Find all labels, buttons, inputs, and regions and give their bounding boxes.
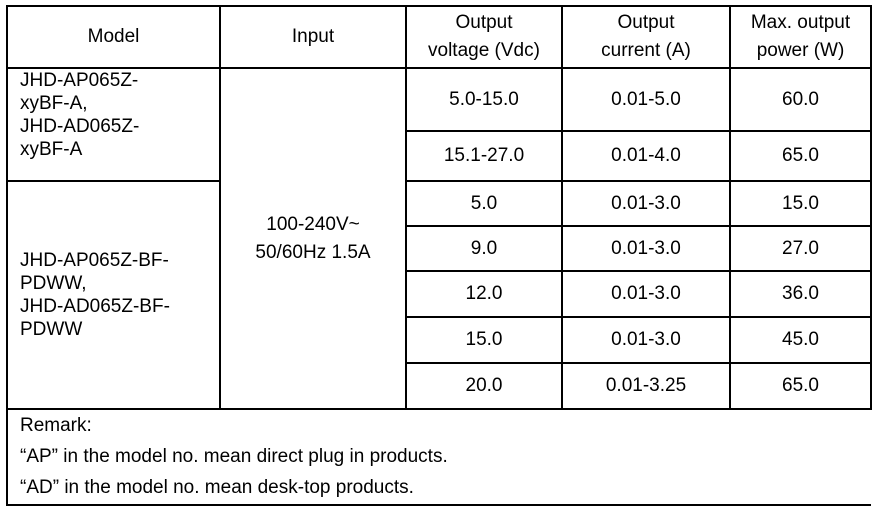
table-row: 9.0 0.01-3.0 27.0 [7, 225, 872, 272]
voltage-cell: 5.0 [405, 180, 563, 227]
voltage-cell: 15.1-27.0 [405, 130, 563, 182]
table-row: 15.1-27.0 0.01-4.0 65.0 [7, 130, 872, 182]
model-cell: JHD-AP065Z-BF- PDWW, JHD-AD065Z-BF- PDWW [6, 180, 221, 410]
input-cell: 100-240V~ 50/60Hz 1.5A [219, 67, 407, 410]
table-row: 12.0 0.01-3.0 36.0 [7, 270, 872, 318]
current-cell: 0.01-3.0 [561, 180, 731, 227]
header-output-voltage: Output voltage (Vdc) [405, 5, 563, 69]
voltage-cell: 20.0 [405, 362, 563, 410]
power-cell: 27.0 [729, 225, 872, 272]
remark-cell: Remark: “AP” in the model no. mean direct… [6, 408, 871, 506]
header-row: Model Input Output voltage (Vdc) Output cu… [6, 5, 872, 69]
voltage-cell: 9.0 [405, 225, 563, 272]
header-output-current: Output current (A) [561, 5, 731, 69]
power-cell: 65.0 [729, 362, 872, 410]
power-cell: 36.0 [729, 270, 872, 318]
current-cell: 0.01-4.0 [561, 130, 731, 182]
power-cell: 45.0 [729, 316, 872, 364]
voltage-cell: 15.0 [405, 316, 563, 364]
current-cell: 0.01-3.25 [561, 362, 731, 410]
power-cell: 65.0 [729, 130, 872, 182]
current-cell: 0.01-3.0 [561, 316, 731, 364]
header-input: Input [219, 5, 407, 69]
voltage-cell: 12.0 [405, 270, 563, 318]
model-cell: JHD-AP065Z-xyBF-A, JHD-AD065Z-xyBF-A [6, 67, 221, 182]
table-row: JHD-AP065Z-BF- PDWW, JHD-AD065Z-BF- PDWW 5.… [6, 180, 872, 410]
current-cell: 0.01-5.0 [561, 67, 731, 132]
header-max-power: Max. output power (W) [729, 5, 872, 69]
table-row: 15.0 0.01-3.0 45.0 [7, 316, 872, 364]
table-row: 20.0 0.01-3.25 65.0 [7, 362, 872, 410]
table-row: JHD-AP065Z-xyBF-A, JHD-AD065Z-xyBF-A 100-… [6, 67, 872, 410]
current-cell: 0.01-3.0 [561, 270, 731, 318]
voltage-cell: 5.0-15.0 [405, 67, 563, 132]
spec-table: Model Input Output voltage (Vdc) Output cu… [6, 5, 872, 506]
power-cell: 60.0 [729, 67, 872, 132]
current-cell: 0.01-3.0 [561, 225, 731, 272]
remark-row: Remark: “AP” in the model no. mean direct… [6, 408, 871, 506]
power-cell: 15.0 [729, 180, 872, 227]
header-model: Model [6, 5, 221, 69]
